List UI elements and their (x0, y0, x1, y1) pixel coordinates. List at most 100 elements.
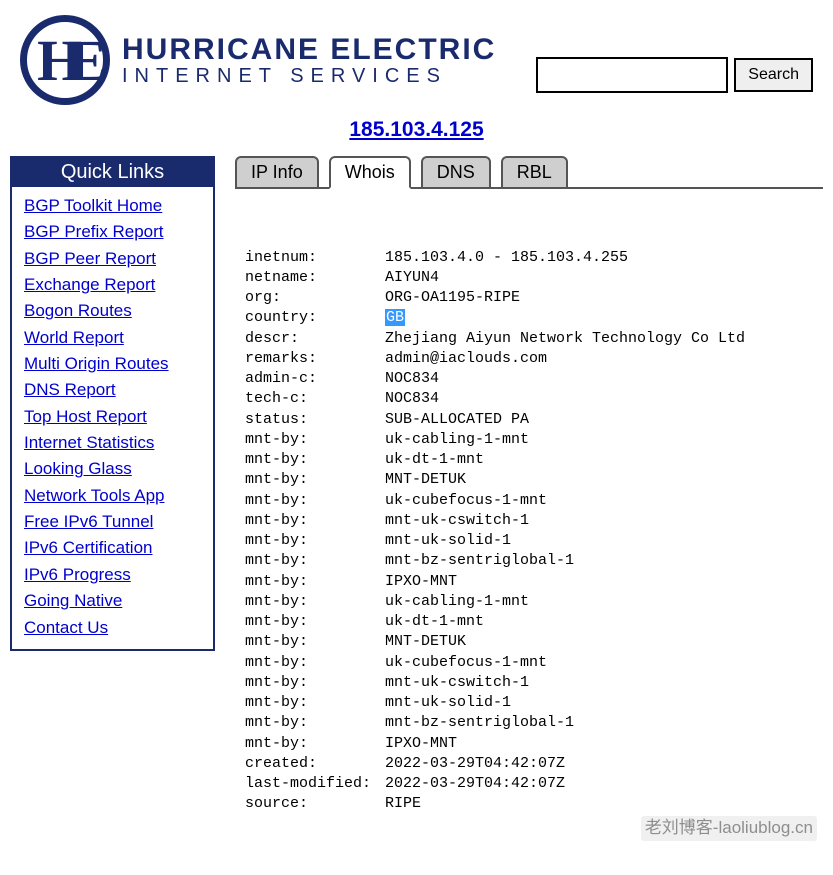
whois-value: SUB-ALLOCATED PA (385, 411, 529, 428)
whois-row: mnt-by:uk-dt-1-mnt (245, 612, 819, 632)
search-button[interactable]: Search (734, 58, 813, 92)
whois-key: mnt-by: (245, 450, 385, 470)
whois-row: admin-c:NOC834 (245, 369, 819, 389)
whois-key: mnt-by: (245, 551, 385, 571)
whois-key: netname: (245, 268, 385, 288)
whois-value: MNT-DETUK (385, 633, 466, 650)
whois-key: mnt-by: (245, 612, 385, 632)
whois-row: mnt-by:uk-dt-1-mnt (245, 450, 819, 470)
whois-key: last-modified: (245, 774, 385, 794)
sidebar-item[interactable]: Bogon Routes (24, 298, 132, 324)
whois-row: org:ORG-OA1195-RIPE (245, 288, 819, 308)
whois-value: uk-cubefocus-1-mnt (385, 654, 547, 671)
sidebar-item[interactable]: Contact Us (24, 615, 108, 641)
whois-key: mnt-by: (245, 673, 385, 693)
whois-value: mnt-uk-solid-1 (385, 532, 511, 549)
sidebar-item[interactable]: BGP Peer Report (24, 246, 156, 272)
whois-key: inetnum: (245, 248, 385, 268)
whois-key: source: (245, 794, 385, 814)
whois-key: mnt-by: (245, 511, 385, 531)
sidebar-item[interactable]: Looking Glass (24, 456, 132, 482)
tab-rbl[interactable]: RBL (501, 156, 568, 189)
whois-row: mnt-by:MNT-DETUK (245, 632, 819, 652)
tab-dns[interactable]: DNS (421, 156, 491, 189)
whois-value: mnt-bz-sentriglobal-1 (385, 552, 574, 569)
sidebar-item[interactable]: Exchange Report (24, 272, 155, 298)
sidebar-item[interactable]: Going Native (24, 588, 122, 614)
sidebar-item[interactable]: BGP Prefix Report (24, 219, 164, 245)
sidebar-item[interactable]: BGP Toolkit Home (24, 193, 162, 219)
whois-row: mnt-by:uk-cubefocus-1-mnt (245, 653, 819, 673)
logo-block: HE HURRICANE ELECTRIC INTERNET SERVICES (20, 15, 496, 105)
logo-icon: HE (20, 15, 110, 105)
whois-row: mnt-by:IPXO-MNT (245, 572, 819, 592)
sidebar-item[interactable]: IPv6 Certification (24, 535, 153, 561)
whois-value: mnt-uk-cswitch-1 (385, 674, 529, 691)
whois-key: country: (245, 308, 385, 328)
whois-value: uk-cabling-1-mnt (385, 593, 529, 610)
whois-key: mnt-by: (245, 713, 385, 733)
whois-key: mnt-by: (245, 491, 385, 511)
whois-row: created:2022-03-29T04:42:07Z (245, 754, 819, 774)
whois-row: mnt-by:uk-cabling-1-mnt (245, 430, 819, 450)
whois-value: 2022-03-29T04:42:07Z (385, 755, 565, 772)
whois-value: uk-cubefocus-1-mnt (385, 492, 547, 509)
ip-link[interactable]: 185.103.4.125 (349, 118, 483, 141)
sidebar-item[interactable]: Free IPv6 Tunnel (24, 509, 153, 535)
whois-value: Zhejiang Aiyun Network Technology Co Ltd (385, 330, 745, 347)
whois-row: status:SUB-ALLOCATED PA (245, 410, 819, 430)
whois-row: last-modified:2022-03-29T04:42:07Z (245, 774, 819, 794)
tab-bar: IP Info Whois DNS RBL (235, 156, 823, 189)
sidebar-title: Quick Links (12, 158, 213, 187)
sidebar: Quick Links BGP Toolkit HomeBGP Prefix R… (10, 156, 215, 651)
sidebar-item[interactable]: World Report (24, 325, 124, 351)
whois-value: mnt-uk-cswitch-1 (385, 512, 529, 529)
whois-row: tech-c:NOC834 (245, 389, 819, 409)
sidebar-item[interactable]: DNS Report (24, 377, 116, 403)
search-form: Search (536, 57, 813, 93)
whois-key: mnt-by: (245, 572, 385, 592)
whois-key: created: (245, 754, 385, 774)
whois-key: admin-c: (245, 369, 385, 389)
whois-value: mnt-uk-solid-1 (385, 694, 511, 711)
logo-subtitle: INTERNET SERVICES (122, 65, 496, 88)
content-area: IP InfoWhoisDNSRBL inetnum:185.103.4.0 -… (235, 156, 823, 865)
whois-key: mnt-by: (245, 430, 385, 450)
tab-whois[interactable]: Whois (329, 156, 411, 189)
whois-key: mnt-by: (245, 734, 385, 754)
sidebar-links: BGP Toolkit HomeBGP Prefix ReportBGP Pee… (12, 187, 213, 649)
whois-key: mnt-by: (245, 693, 385, 713)
whois-row: country:GB (245, 308, 819, 328)
watermark-text: 老刘博客-laoliublog.cn (641, 816, 817, 841)
whois-value: admin@iaclouds.com (385, 350, 547, 367)
whois-row: netname:AIYUN4 (245, 268, 819, 288)
sidebar-item[interactable]: Top Host Report (24, 404, 147, 430)
whois-row: mnt-by:uk-cabling-1-mnt (245, 592, 819, 612)
whois-value: RIPE (385, 795, 421, 812)
whois-key: remarks: (245, 349, 385, 369)
search-input[interactable] (536, 57, 728, 93)
whois-key: descr: (245, 329, 385, 349)
whois-value: 2022-03-29T04:42:07Z (385, 775, 565, 792)
whois-key: mnt-by: (245, 653, 385, 673)
whois-value: ORG-OA1195-RIPE (385, 289, 520, 306)
whois-row: mnt-by:uk-cubefocus-1-mnt (245, 491, 819, 511)
whois-key: mnt-by: (245, 531, 385, 551)
whois-row: descr:Zhejiang Aiyun Network Technology … (245, 329, 819, 349)
main-layout: Quick Links BGP Toolkit HomeBGP Prefix R… (10, 156, 823, 865)
whois-row: mnt-by:mnt-uk-cswitch-1 (245, 673, 819, 693)
page-header: HE HURRICANE ELECTRIC INTERNET SERVICES … (10, 10, 823, 110)
whois-row: mnt-by:mnt-uk-solid-1 (245, 531, 819, 551)
sidebar-item[interactable]: Network Tools App (24, 483, 164, 509)
tab-ip-info[interactable]: IP Info (235, 156, 319, 189)
whois-value: MNT-DETUK (385, 471, 466, 488)
sidebar-item[interactable]: Multi Origin Routes (24, 351, 169, 377)
whois-value: NOC834 (385, 390, 439, 407)
whois-value: uk-dt-1-mnt (385, 451, 484, 468)
sidebar-item[interactable]: Internet Statistics (24, 430, 154, 456)
whois-row: mnt-by:mnt-bz-sentriglobal-1 (245, 713, 819, 733)
whois-row: remarks:admin@iaclouds.com (245, 349, 819, 369)
logo-title: HURRICANE ELECTRIC (122, 33, 496, 67)
whois-row: mnt-by:mnt-uk-solid-1 (245, 693, 819, 713)
sidebar-item[interactable]: IPv6 Progress (24, 562, 131, 588)
